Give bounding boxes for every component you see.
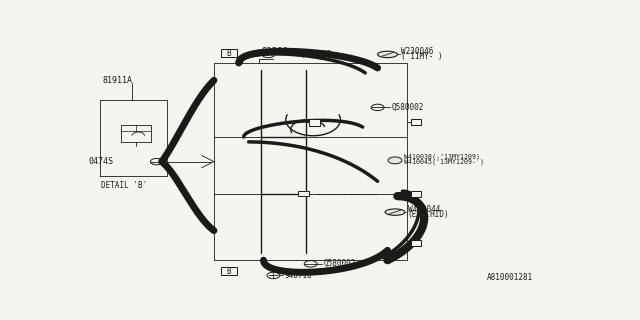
Text: W410045('13MY1209- ): W410045('13MY1209- ) — [404, 158, 484, 165]
FancyBboxPatch shape — [412, 190, 421, 197]
FancyBboxPatch shape — [221, 267, 237, 275]
FancyBboxPatch shape — [221, 49, 237, 57]
FancyBboxPatch shape — [412, 240, 421, 246]
Text: DETAIL 'B': DETAIL 'B' — [101, 180, 147, 189]
Text: ('11MY- ): ('11MY- ) — [401, 52, 443, 61]
Text: B: B — [227, 49, 231, 58]
Ellipse shape — [385, 209, 405, 215]
Text: A810001281: A810001281 — [486, 273, 533, 282]
Text: W230046: W230046 — [401, 47, 434, 56]
Circle shape — [388, 157, 402, 164]
Text: W410038(-'13MY1209): W410038(-'13MY1209) — [404, 154, 480, 160]
Text: (EXC.HID): (EXC.HID) — [408, 210, 449, 219]
Text: Q580002: Q580002 — [324, 259, 356, 268]
Text: B: B — [227, 267, 231, 276]
Text: Q580002: Q580002 — [300, 50, 332, 59]
FancyBboxPatch shape — [298, 191, 308, 196]
Text: 81911A: 81911A — [102, 76, 132, 85]
Text: W410044: W410044 — [408, 205, 440, 214]
Text: 81500: 81500 — [261, 47, 288, 56]
Text: 0474S: 0474S — [89, 157, 114, 166]
Text: 94071U: 94071U — [285, 271, 312, 280]
Ellipse shape — [378, 51, 397, 58]
FancyBboxPatch shape — [309, 119, 320, 126]
Text: Q580002: Q580002 — [392, 103, 424, 112]
FancyBboxPatch shape — [412, 119, 421, 125]
